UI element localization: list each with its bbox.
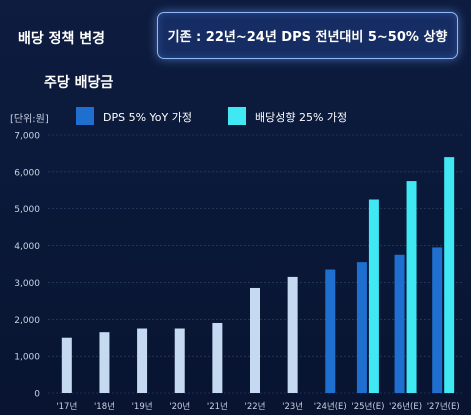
y-tick-label: 0 <box>34 390 40 400</box>
y-tick-label: 4,000 <box>14 242 40 252</box>
x-tick-labels: '17년 '18년 '19년 '20년 '21년 '22년 '23년 '24년(E) '25년(… <box>56 401 459 412</box>
x-tick-label: '20년 <box>169 401 190 412</box>
bars <box>61 157 455 393</box>
legend-label-payout-25: 배당성향 25% 가정 <box>255 111 347 124</box>
x-tick-label: '19년 <box>132 401 153 412</box>
x-tick-label: '25년(E) <box>351 401 384 412</box>
bar-payout-25 <box>368 199 379 393</box>
y-tick-label: 2,000 <box>14 316 40 326</box>
bar-dps-5 <box>325 269 336 393</box>
x-tick-label: '17년 <box>56 401 77 412</box>
policy-note-text: 기존 : 22년~24년 DPS 전년대비 5~50% 상향 <box>167 30 448 45</box>
bar-dps-5 <box>356 262 367 393</box>
bar-historical <box>212 322 223 393</box>
bar-payout-25 <box>444 157 455 393</box>
y-tick-label: 5,000 <box>14 205 40 215</box>
x-tick-label: '22년 <box>245 401 266 412</box>
y-tick-labels: 0 1,000 2,000 3,000 4,000 5,000 6,000 7,000 <box>14 132 40 400</box>
legend-swatch-payout-25 <box>228 107 246 125</box>
x-tick-label: '26년(E) <box>389 401 422 412</box>
gridlines <box>48 134 462 394</box>
x-tick-label: '27년(E) <box>427 401 460 412</box>
legend-label-dps-5: DPS 5% YoY 가정 <box>103 111 192 124</box>
legend: [단위:원] DPS 5% YoY 가정 배당성향 25% 가정 <box>10 107 347 125</box>
y-tick-label: 7,000 <box>14 132 40 142</box>
policy-note-box: 기존 : 22년~24년 DPS 전년대비 5~50% 상향 <box>157 12 458 59</box>
y-tick-label: 3,000 <box>14 279 40 289</box>
bar-historical <box>99 332 110 393</box>
y-tick-label: 1,000 <box>14 353 40 363</box>
bar-dps-5 <box>432 247 443 393</box>
chart-title: 주당 배당금 <box>44 75 114 91</box>
x-tick-label: '21년 <box>207 401 228 412</box>
legend-swatch-dps-5 <box>76 107 94 125</box>
bar-historical <box>250 287 260 393</box>
y-tick-label: 6,000 <box>14 168 40 178</box>
bar-payout-25 <box>406 181 417 393</box>
x-tick-label: '24년(E) <box>314 401 347 412</box>
policy-change-label: 배당 정책 변경 <box>18 31 106 47</box>
unit-label: [단위:원] <box>10 112 49 125</box>
bar-historical <box>287 276 298 393</box>
bar-historical <box>174 328 185 393</box>
bar-historical <box>61 337 72 393</box>
bar-dps-5 <box>394 254 405 393</box>
x-tick-label: '23년 <box>282 401 303 412</box>
bar-historical <box>137 328 148 393</box>
x-tick-label: '18년 <box>94 401 115 412</box>
